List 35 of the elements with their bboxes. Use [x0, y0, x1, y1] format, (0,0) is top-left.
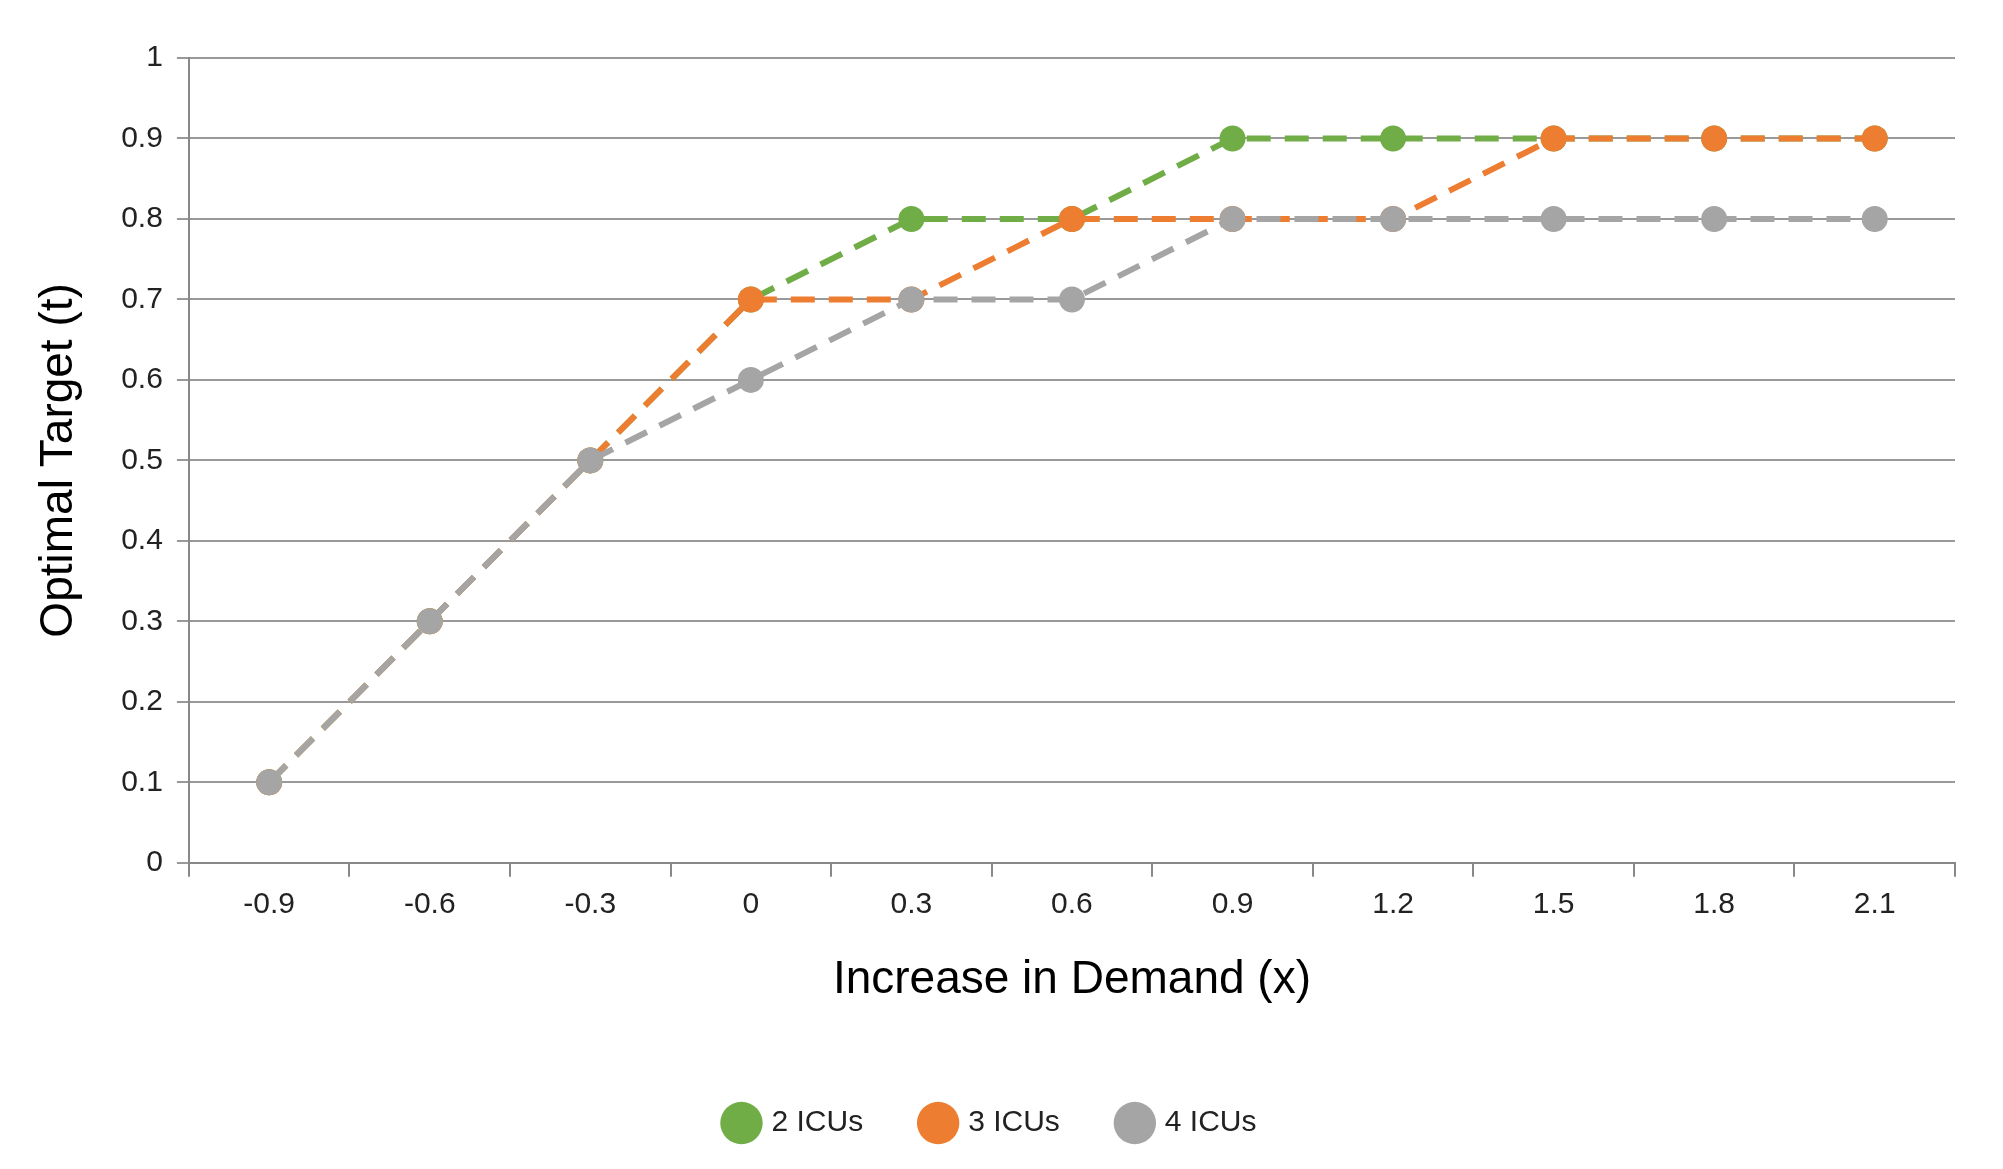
x-axis-title: Increase in Demand (x): [832, 951, 1311, 1004]
x-tick-label: 1.5: [1532, 886, 1575, 920]
x-tick-label: 0.3: [890, 886, 933, 920]
y-tick-label: 0: [146, 844, 163, 878]
y-tick-label: 0.5: [121, 441, 163, 475]
x-tick-label: -0.6: [403, 886, 456, 920]
y-tick-label: 0.7: [121, 280, 163, 314]
legend-label: 2 ICUs: [771, 1104, 864, 1138]
legend-label: 4 ICUs: [1164, 1104, 1257, 1138]
y-tick-label: 1: [146, 39, 163, 73]
y-tick-label: 0.9: [121, 119, 163, 153]
y-axis-title: Optimal Target (t): [30, 283, 83, 638]
y-tick-label: 0.4: [121, 522, 163, 556]
point: [1861, 205, 1888, 232]
point: [1540, 205, 1567, 232]
point: [1380, 125, 1407, 152]
x-tick-label: 0: [742, 886, 760, 920]
y-tick-label: 0.2: [121, 683, 163, 717]
legend-label: 3 ICUs: [968, 1104, 1060, 1138]
point: [737, 366, 764, 393]
x-tick-label: -0.9: [243, 886, 296, 920]
x-tick-label: 0.9: [1211, 886, 1254, 920]
x-tick-label: 1.8: [1693, 886, 1736, 920]
point: [898, 205, 925, 232]
x-tick-label: 1.2: [1372, 886, 1414, 920]
x-tick-label: -0.3: [564, 886, 617, 920]
point: [1058, 286, 1085, 313]
point: [1701, 205, 1728, 232]
y-tick-label: 0.3: [121, 602, 163, 636]
y-tick-label: 0.6: [121, 361, 163, 395]
point: [1219, 125, 1246, 152]
y-tick-label: 0.8: [121, 200, 163, 234]
x-tick-label: 2.1: [1853, 886, 1896, 920]
y-tick-label: 0.1: [121, 763, 163, 797]
x-tick-label: 0.6: [1051, 886, 1093, 920]
